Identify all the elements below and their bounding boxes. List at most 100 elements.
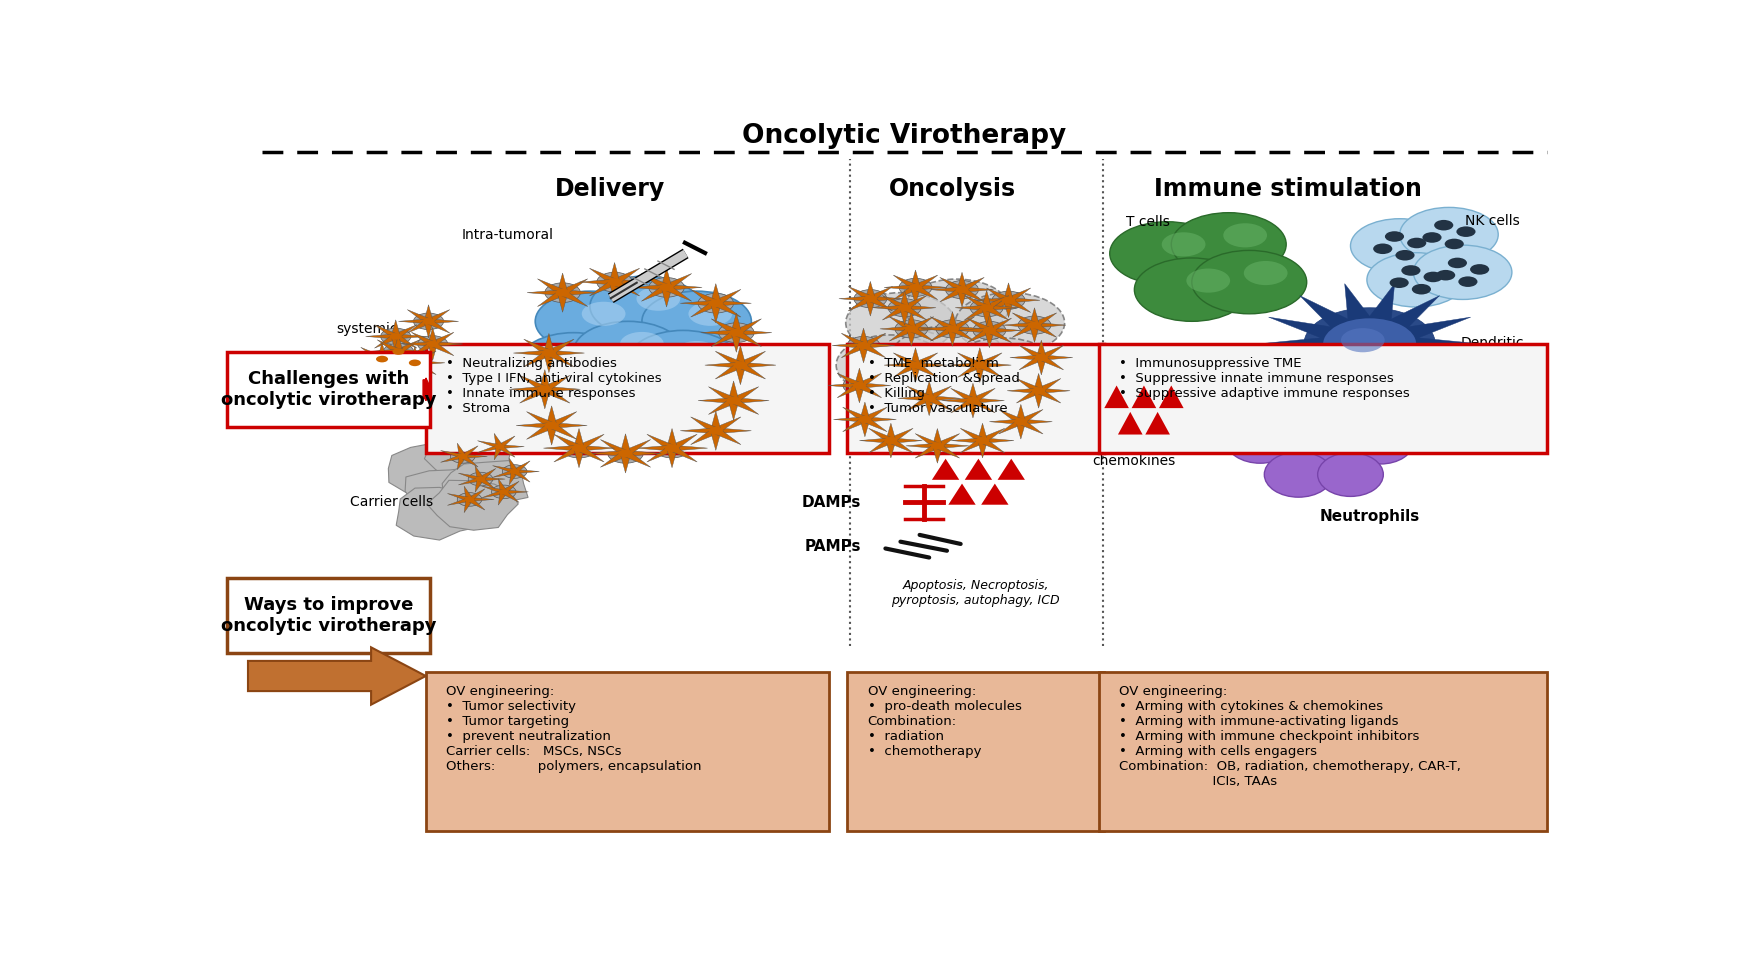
- Polygon shape: [429, 344, 437, 361]
- Polygon shape: [429, 332, 453, 346]
- Polygon shape: [429, 327, 437, 344]
- Polygon shape: [395, 340, 420, 353]
- Polygon shape: [729, 387, 759, 403]
- Text: Neutrophils: Neutrophils: [1319, 509, 1418, 523]
- Polygon shape: [1007, 388, 1037, 394]
- Polygon shape: [663, 273, 691, 289]
- Circle shape: [487, 440, 512, 454]
- Polygon shape: [462, 455, 487, 459]
- Polygon shape: [891, 438, 923, 443]
- Polygon shape: [441, 455, 464, 463]
- Polygon shape: [960, 439, 986, 453]
- Circle shape: [1161, 232, 1205, 257]
- Polygon shape: [930, 287, 961, 292]
- Polygon shape: [423, 305, 432, 321]
- Polygon shape: [893, 275, 919, 289]
- Text: Intra-tumoral: Intra-tumoral: [462, 227, 554, 241]
- Text: Delivery: Delivery: [556, 177, 665, 201]
- Polygon shape: [1013, 313, 1037, 327]
- Circle shape: [727, 397, 741, 405]
- Polygon shape: [930, 317, 956, 331]
- Polygon shape: [609, 282, 619, 302]
- Polygon shape: [986, 288, 1011, 302]
- Polygon shape: [392, 336, 400, 353]
- Polygon shape: [559, 291, 587, 307]
- Polygon shape: [1349, 283, 1394, 346]
- Polygon shape: [515, 422, 552, 428]
- Polygon shape: [1035, 340, 1046, 358]
- Polygon shape: [1016, 378, 1041, 393]
- Polygon shape: [478, 478, 496, 490]
- Circle shape: [884, 437, 896, 444]
- Polygon shape: [866, 286, 893, 301]
- Polygon shape: [482, 486, 505, 494]
- Polygon shape: [640, 285, 670, 301]
- Polygon shape: [900, 290, 908, 308]
- Polygon shape: [910, 270, 919, 287]
- Polygon shape: [848, 286, 873, 301]
- Polygon shape: [459, 477, 482, 485]
- Polygon shape: [730, 313, 741, 332]
- Polygon shape: [990, 419, 1020, 424]
- Polygon shape: [981, 290, 991, 308]
- Polygon shape: [499, 445, 524, 449]
- Polygon shape: [986, 328, 1011, 343]
- Circle shape: [533, 416, 570, 435]
- Circle shape: [991, 291, 1025, 310]
- Polygon shape: [859, 344, 886, 358]
- Polygon shape: [610, 269, 639, 284]
- Polygon shape: [393, 352, 402, 368]
- Text: OV engineering:
•  Tumor selectivity
•  Tumor targeting
•  prevent neutralizatio: OV engineering: • Tumor selectivity • Tu…: [446, 685, 702, 773]
- Circle shape: [688, 302, 732, 326]
- Polygon shape: [459, 473, 482, 481]
- Polygon shape: [886, 423, 896, 441]
- Polygon shape: [956, 272, 967, 290]
- Polygon shape: [662, 268, 672, 287]
- Polygon shape: [937, 443, 968, 449]
- Circle shape: [582, 302, 624, 326]
- Polygon shape: [575, 446, 603, 462]
- Polygon shape: [714, 351, 744, 368]
- Circle shape: [1025, 349, 1057, 367]
- Polygon shape: [1035, 358, 1046, 375]
- Polygon shape: [377, 340, 402, 353]
- Text: Carrier cells: Carrier cells: [349, 496, 432, 510]
- Circle shape: [596, 272, 632, 292]
- Circle shape: [718, 322, 753, 342]
- Polygon shape: [369, 349, 399, 354]
- Polygon shape: [711, 303, 721, 322]
- Polygon shape: [388, 443, 478, 493]
- Polygon shape: [557, 273, 568, 293]
- Polygon shape: [443, 461, 527, 510]
- Polygon shape: [497, 491, 506, 505]
- Polygon shape: [510, 386, 545, 392]
- Polygon shape: [663, 285, 691, 301]
- Circle shape: [891, 326, 1005, 389]
- Circle shape: [635, 375, 744, 436]
- Polygon shape: [741, 363, 776, 368]
- Circle shape: [947, 338, 1057, 398]
- Polygon shape: [958, 327, 990, 333]
- Text: Cytokines,
chemokines: Cytokines, chemokines: [1092, 438, 1175, 468]
- Polygon shape: [365, 334, 395, 339]
- Polygon shape: [690, 301, 720, 318]
- Polygon shape: [478, 445, 501, 453]
- Polygon shape: [573, 428, 584, 448]
- Polygon shape: [903, 305, 935, 311]
- Circle shape: [963, 356, 995, 374]
- Polygon shape: [1353, 337, 1439, 392]
- Polygon shape: [968, 388, 995, 403]
- Circle shape: [1365, 253, 1464, 307]
- Polygon shape: [409, 346, 420, 363]
- Circle shape: [1372, 243, 1392, 254]
- FancyBboxPatch shape: [1099, 344, 1547, 454]
- Polygon shape: [974, 366, 984, 382]
- Circle shape: [427, 341, 439, 347]
- Circle shape: [545, 421, 559, 429]
- Polygon shape: [907, 396, 931, 411]
- Circle shape: [649, 277, 684, 297]
- Polygon shape: [887, 428, 912, 443]
- Circle shape: [894, 319, 928, 338]
- Polygon shape: [377, 342, 386, 359]
- Circle shape: [503, 465, 527, 478]
